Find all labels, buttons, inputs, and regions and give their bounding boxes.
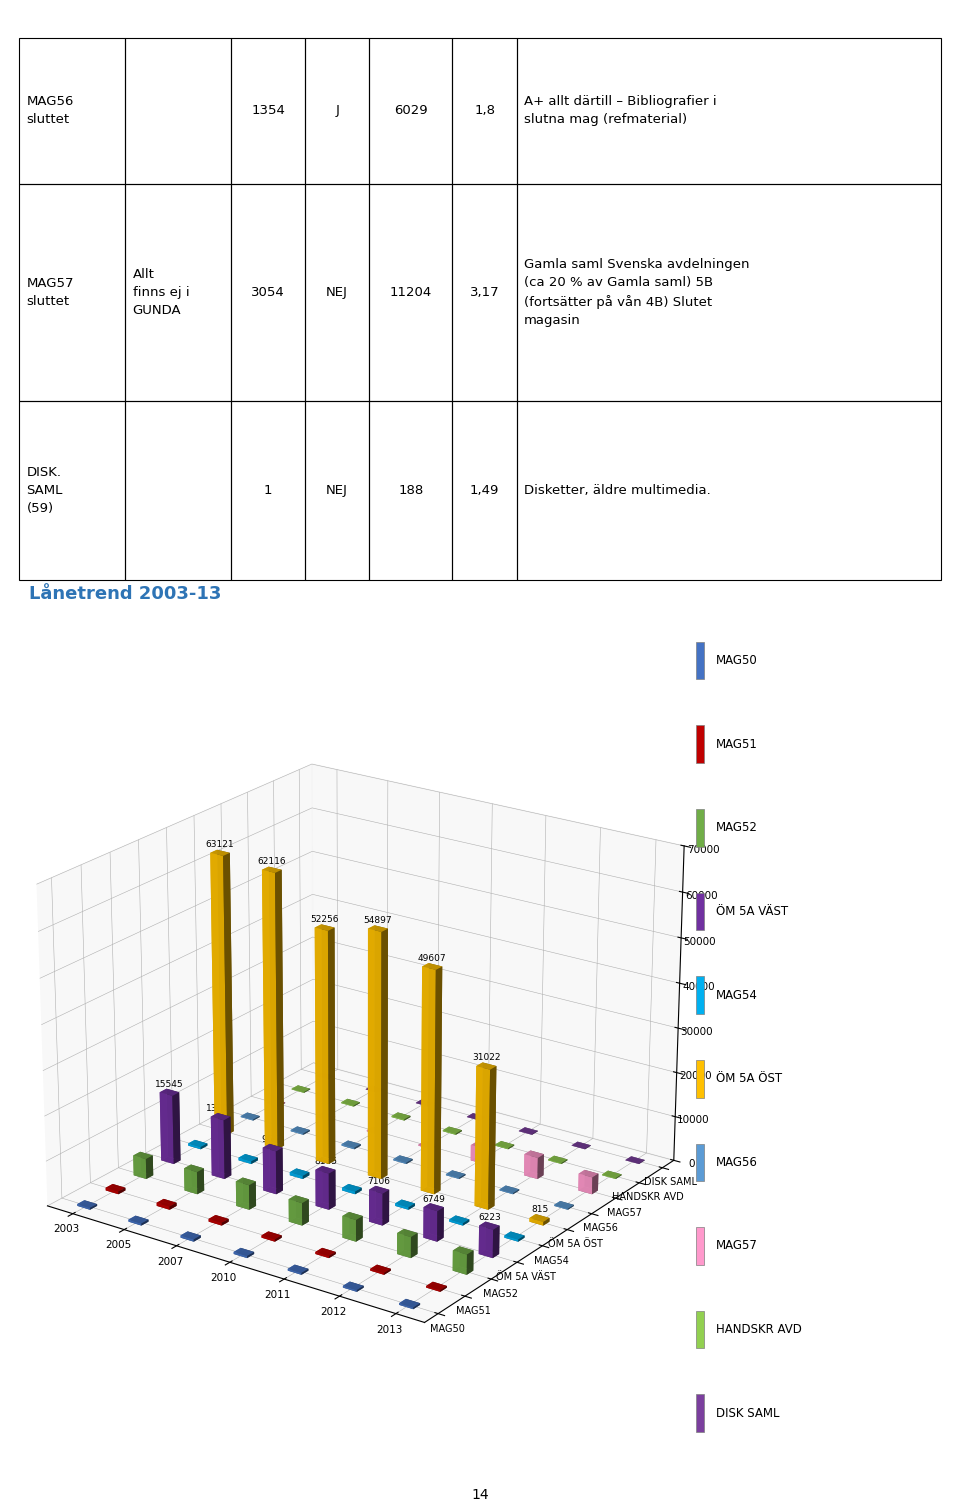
Text: MAG51: MAG51 [716, 737, 758, 750]
Text: 3,17: 3,17 [469, 286, 499, 300]
Bar [696, 642, 704, 680]
Text: MAG56
sluttet: MAG56 sluttet [27, 95, 74, 127]
Text: 1,8: 1,8 [474, 104, 495, 118]
Text: Lånetrend 2003-13: Lånetrend 2003-13 [29, 585, 221, 603]
Text: DISK.
SAML
(59): DISK. SAML (59) [27, 466, 63, 515]
Text: Disketter, äldre multimedia.: Disketter, äldre multimedia. [524, 484, 711, 497]
Bar [696, 1311, 704, 1349]
Text: 3054: 3054 [252, 286, 285, 300]
Text: HANDSKR AVD: HANDSKR AVD [716, 1323, 802, 1337]
Text: NEJ: NEJ [326, 484, 348, 497]
Bar [696, 892, 704, 930]
Text: 1354: 1354 [252, 104, 285, 118]
Text: MAG52: MAG52 [716, 821, 758, 835]
Text: MAG57
sluttet: MAG57 sluttet [27, 277, 74, 307]
Bar [696, 1059, 704, 1097]
Text: 14: 14 [471, 1489, 489, 1502]
Text: MAG56: MAG56 [716, 1156, 758, 1169]
Bar [696, 725, 704, 763]
Text: Allt
finns ej i
GUNDA: Allt finns ej i GUNDA [132, 268, 189, 316]
Text: 6029: 6029 [394, 104, 428, 118]
Text: 1,49: 1,49 [470, 484, 499, 497]
Text: Gamla saml Svenska avdelningen
(ca 20 % av Gamla saml) 5B
(fortsätter på vån 4B): Gamla saml Svenska avdelningen (ca 20 % … [524, 258, 750, 327]
Text: MAG54: MAG54 [716, 989, 758, 1002]
Bar [696, 1144, 704, 1181]
Text: J: J [335, 104, 339, 118]
Text: DISK SAML: DISK SAML [716, 1406, 780, 1420]
Bar [696, 809, 704, 847]
Text: A+ allt därtill – Bibliografier i
slutna mag (refmaterial): A+ allt därtill – Bibliografier i slutna… [524, 95, 717, 127]
Text: NEJ: NEJ [326, 286, 348, 300]
Text: MAG57: MAG57 [716, 1239, 758, 1252]
Bar [696, 977, 704, 1014]
Bar [696, 1394, 704, 1432]
Text: MAG50: MAG50 [716, 654, 757, 668]
Text: 11204: 11204 [390, 286, 432, 300]
Text: 1: 1 [264, 484, 273, 497]
Text: ÖM 5A VÄST: ÖM 5A VÄST [716, 904, 788, 918]
Bar [696, 1227, 704, 1264]
Text: ÖM 5A ÖST: ÖM 5A ÖST [716, 1071, 782, 1085]
Text: 188: 188 [398, 484, 423, 497]
